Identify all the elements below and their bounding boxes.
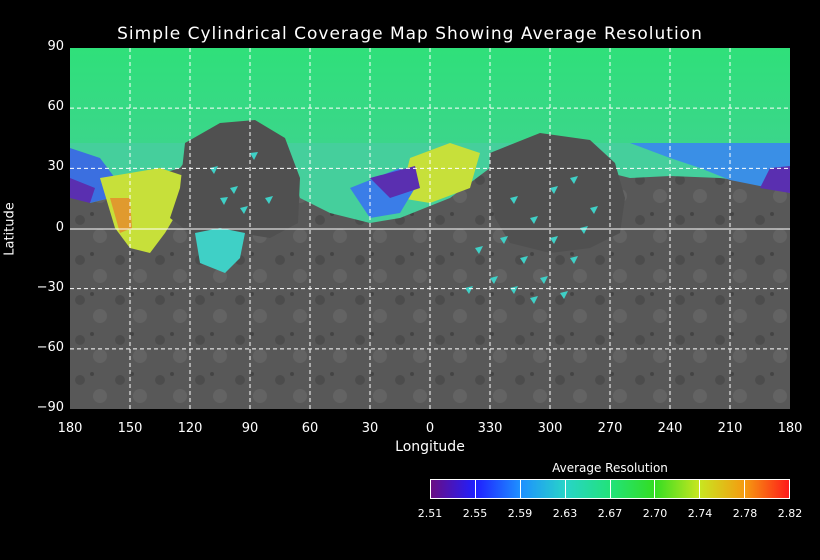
coverage-purple-east — [760, 166, 790, 193]
x-tick-label: 120 — [177, 421, 203, 436]
coverage-fragments-center — [465, 176, 598, 304]
colorbar-tick-label: 2.78 — [732, 507, 758, 520]
x-tick-label: 180 — [777, 421, 803, 436]
y-tick-label: 60 — [47, 99, 64, 115]
x-axis-label: Longitude — [395, 439, 465, 455]
coverage-purple-west — [70, 178, 95, 203]
x-tick-label: 150 — [117, 421, 143, 436]
x-tick-label: 270 — [597, 421, 623, 436]
coverage-map — [70, 48, 790, 409]
colorbar-tick-label: 2.63 — [552, 507, 578, 520]
x-tick-label: 0 — [425, 421, 435, 436]
x-tick-label: 60 — [301, 421, 319, 436]
coverage-cyan-patch — [195, 228, 245, 273]
colorbar-tick-label: 2.70 — [642, 507, 668, 520]
y-tick-label: −90 — [36, 400, 64, 415]
y-tick-label: 90 — [47, 39, 64, 54]
y-tick-label: −30 — [36, 279, 64, 295]
colorbar-title: Average Resolution — [552, 461, 668, 475]
graticule — [70, 48, 790, 409]
colorbar-segment — [610, 480, 656, 498]
colorbar-segment — [565, 480, 611, 498]
colorbar-segment — [700, 480, 746, 498]
colorbar-tick-label: 2.74 — [687, 507, 713, 520]
x-tick-label: 210 — [717, 421, 743, 436]
coverage-purple-center — [370, 166, 420, 198]
colorbar — [430, 479, 790, 499]
y-axis-label: Latitude — [2, 202, 18, 256]
x-tick-label: 180 — [57, 421, 83, 436]
colorbar-segment — [431, 480, 476, 498]
colorbar-tick-label: 2.67 — [597, 507, 623, 520]
coverage-orange-west — [110, 198, 132, 233]
colorbar-segment — [475, 480, 521, 498]
colorbar-segment — [655, 480, 701, 498]
x-tick-label: 330 — [477, 421, 503, 436]
colorbar-tick-label: 2.55 — [462, 507, 488, 520]
x-tick-label: 30 — [361, 421, 379, 436]
y-tick-label: −60 — [36, 339, 64, 355]
colorbar-segment — [520, 480, 566, 498]
x-tick-label: 300 — [537, 421, 563, 436]
colorbar-tick-label: 2.82 — [777, 507, 803, 520]
uncovered-region-center — [488, 133, 625, 253]
colorbar-segment — [745, 480, 789, 498]
colorbar-tick-label: 2.51 — [417, 507, 443, 520]
colorbar-tick-label: 2.59 — [507, 507, 533, 520]
map-title: Simple Cylindrical Coverage Map Showing … — [117, 24, 703, 44]
y-tick-label: 0 — [55, 219, 64, 235]
y-tick-label: 30 — [47, 159, 64, 175]
uncovered-region-west — [170, 120, 300, 238]
x-tick-label: 90 — [241, 421, 259, 436]
x-tick-label: 240 — [657, 421, 683, 436]
